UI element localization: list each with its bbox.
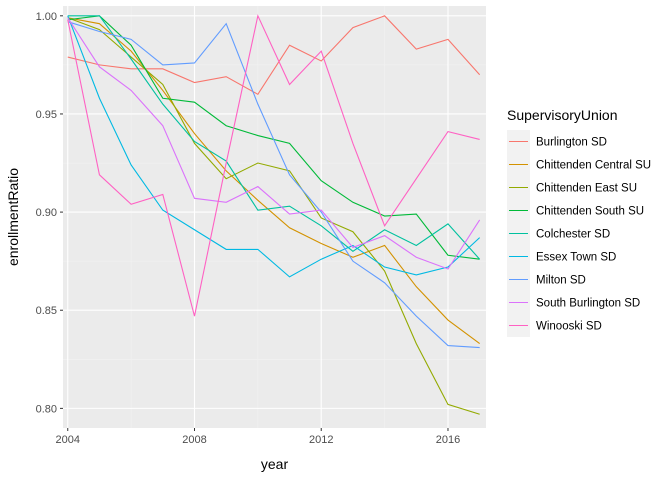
series-lines [67,14,481,415]
legend: SupervisoryUnion Burlington SD Chittenden… [507,107,651,337]
y-tick-label: 0.85 [36,305,57,317]
y-tick-label: 0.95 [36,109,57,121]
series-line-burlington-sd [67,15,481,96]
x-tick-label: 2012 [309,434,333,446]
legend-label-milton-sd: Milton SD [536,275,586,287]
series-line-colchester-sd [67,15,481,260]
plot-panel [63,6,486,428]
series-line-south-burlington-sd [67,17,481,270]
legend-title: SupervisoryUnion [507,107,618,123]
legend-items: Burlington SD Chittenden Central SU Chitte… [507,130,651,337]
y-axis-title: enrollmentRatio [5,168,21,266]
x-tick-label: 2004 [56,434,80,446]
x-axis-title: year [261,456,289,472]
legend-label-chittenden-south-su: Chittenden South SU [536,206,644,218]
x-axis: 2004 2008 2012 2016 [56,428,460,446]
y-tick-label: 1.00 [36,11,57,23]
legend-label-chittenden-central-su: Chittenden Central SU [536,160,651,172]
y-axis: 0.80 0.85 0.90 0.95 1.00 [36,11,63,415]
legend-label-south-burlington-sd: South Burlington SD [536,298,640,310]
y-tick-label: 0.90 [36,207,57,219]
y-tick-label: 0.80 [36,403,57,415]
legend-label-chittenden-east-su: Chittenden East SU [536,183,637,195]
minor-gridlines [63,6,486,428]
legend-label-colchester-sd: Colchester SD [536,229,610,241]
series-line-winooski-sd [67,14,480,317]
legend-label-burlington-sd: Burlington SD [536,137,607,149]
x-tick-label: 2016 [436,434,460,446]
legend-label-essex-town-sd: Essex Town SD [536,252,616,264]
series-line-milton-sd [67,21,480,349]
series-line-chittenden-east-su [67,17,480,415]
legend-label-winooski-sd: Winooski SD [536,321,602,333]
x-tick-label: 2008 [182,434,206,446]
series-line-essex-town-sd [67,15,481,278]
series-line-chittenden-central-su [67,17,480,345]
